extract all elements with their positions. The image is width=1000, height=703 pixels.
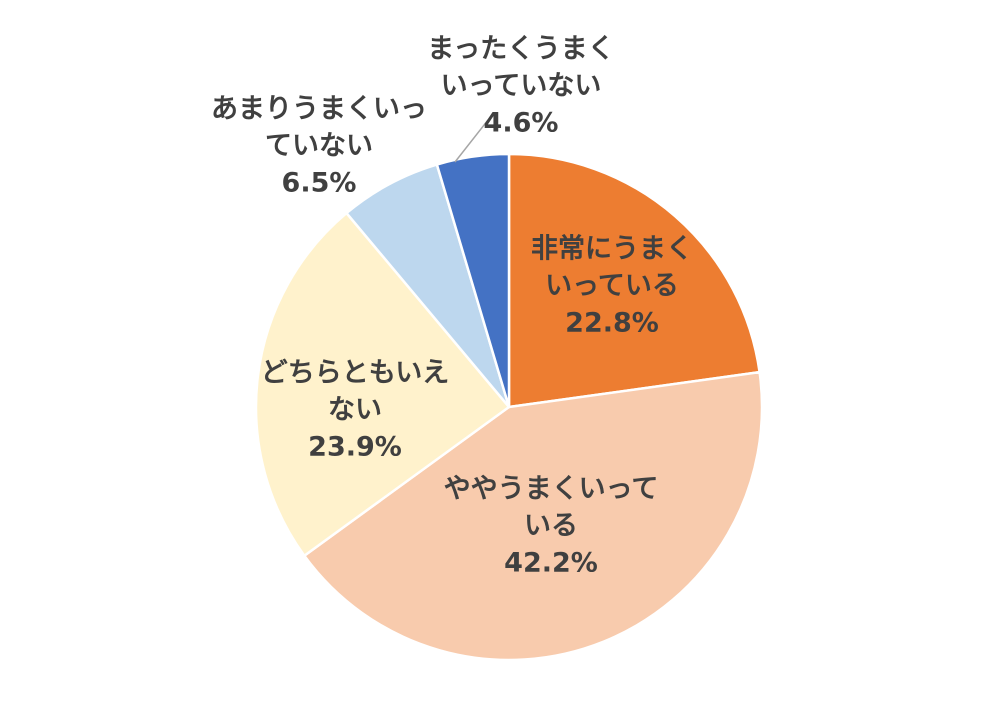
slice-category-text: 非常にうまく xyxy=(531,234,693,265)
pie-slice-3 xyxy=(254,211,511,557)
slice-category-text: いっている xyxy=(545,271,679,302)
pie-slice-2 xyxy=(303,370,764,662)
slice-category-text: ていない xyxy=(265,131,373,162)
slice-category-text: どちらともいえ xyxy=(261,358,449,389)
slice-value-text: 6.5% xyxy=(282,168,357,199)
leader-lines-layer xyxy=(454,119,489,163)
slices-layer xyxy=(254,152,764,662)
leader-line-5 xyxy=(454,119,489,163)
slice-category-text: あまりうまくいっ xyxy=(211,94,427,125)
slice-value-text: 22.8% xyxy=(565,308,659,339)
slice-category-text: いっていない xyxy=(441,71,602,102)
slice-value-text: 4.6% xyxy=(484,108,559,139)
pie-slice-5 xyxy=(435,152,511,409)
slice-category-text: いる xyxy=(524,511,578,542)
pie-slice-1 xyxy=(507,152,761,409)
slice-value-text: 42.2% xyxy=(504,548,598,579)
slice-category-text: ややうまくいって xyxy=(444,474,659,505)
slice-category-text: ない xyxy=(328,395,382,426)
slice-value-text: 23.9% xyxy=(308,432,402,463)
slice-category-text: まったくうまく xyxy=(427,34,614,65)
